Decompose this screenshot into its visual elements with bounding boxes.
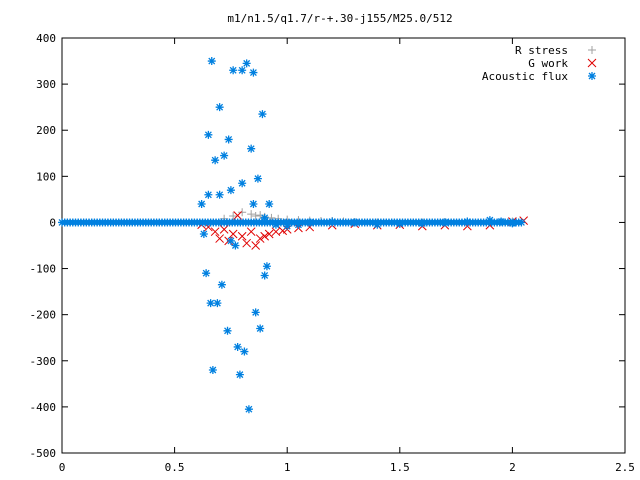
data-point [223,326,232,335]
y-tick-label: -300 [30,355,57,368]
data-point [265,200,274,208]
x-tick-label: 0.5 [165,461,185,474]
data-point [207,57,216,66]
y-tick-label: -100 [30,263,57,276]
y-tick-label: 200 [36,124,56,137]
data-point [215,103,224,112]
data-point [210,227,220,237]
y-tick-label: -200 [30,309,57,322]
data-point [204,130,213,139]
y-tick-label: 400 [36,32,56,45]
data-point [208,366,217,374]
data-point [262,262,271,271]
data-point [264,229,274,239]
data-point [211,156,220,165]
data-point [215,234,224,243]
data-point [197,200,206,208]
data-point [229,211,238,220]
data-point [238,179,247,188]
data-point [215,190,224,199]
data-point [224,135,233,144]
data-point [228,229,238,239]
legend-marker [588,46,596,54]
data-point [202,269,211,278]
data-point [247,210,256,219]
data-point [249,68,258,77]
y-tick-label: -400 [30,401,57,414]
data-point [238,66,247,75]
data-point [253,174,262,183]
x-tick-label: 2 [509,461,516,474]
legend-marker [588,72,596,80]
data-point [258,110,267,119]
data-point [213,299,222,308]
series-layer [58,57,529,414]
data-point [226,186,235,195]
data-point [238,208,247,217]
data-point [260,231,270,241]
y-tick-label: -500 [30,447,57,460]
x-tick-label: 2.5 [615,461,635,474]
legend-marker [587,58,597,68]
acoustic-flux-baseline [58,218,526,227]
data-point [231,241,240,250]
data-point [237,231,247,241]
data-point [217,280,226,289]
y-tick-label: 100 [36,170,56,183]
plot-frame [61,37,626,454]
data-point [220,151,229,160]
data-point [247,144,256,153]
data-point [255,234,265,243]
data-point [233,342,242,351]
data-point [199,229,208,238]
data-point [233,211,243,220]
data-point [517,218,526,227]
data-point [256,324,265,333]
y-tick-label: 300 [36,78,56,91]
x-tick-label: 1 [284,461,291,474]
data-point [251,308,260,317]
data-point [294,220,303,229]
legend-label: G work [528,57,568,70]
y-tick-label: 0 [49,216,56,229]
series-1 [197,211,529,250]
legend-label: R stress [515,44,568,57]
chart-title: m1/n1.5/q1.7/r-+.30-j155/M25.0/512 [227,12,452,25]
data-point [226,236,235,245]
series-2 [197,57,517,414]
data-point [229,66,238,75]
data-point [249,200,258,208]
data-point [246,227,256,237]
data-point [219,225,229,234]
data-point [251,211,260,220]
data-point [256,211,265,220]
data-point [206,299,215,308]
data-point [240,347,249,356]
data-point [235,370,244,379]
data-point [283,222,292,231]
data-point [242,238,252,248]
data-point [242,59,251,68]
data-point [244,405,253,414]
data-point [251,241,261,250]
data-point [260,213,269,222]
x-tick-label: 1.5 [390,461,410,474]
data-point [260,271,269,280]
data-point [204,190,213,199]
x-tick-label: 0 [59,461,66,474]
legend-label: Acoustic flux [482,70,568,83]
